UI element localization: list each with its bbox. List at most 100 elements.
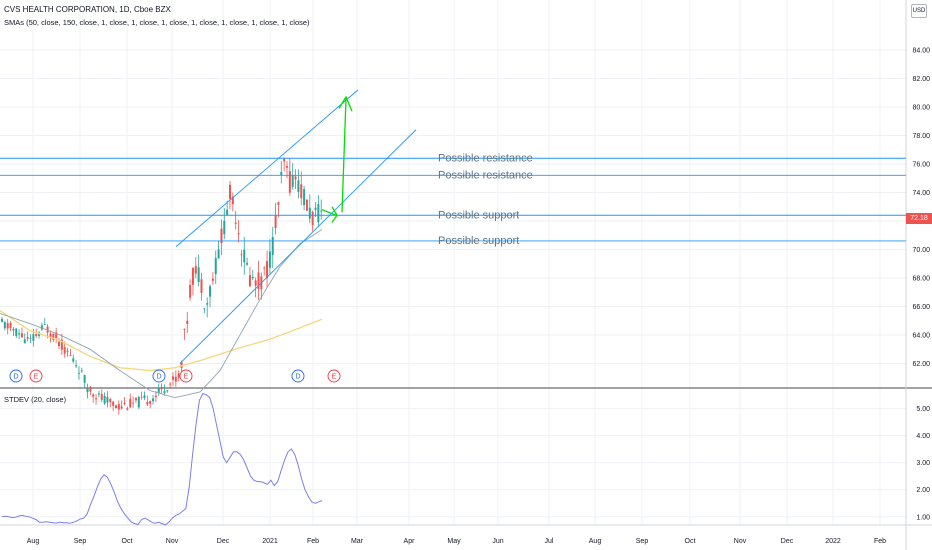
candle-body [95, 398, 98, 400]
sma-150-line [0, 310, 323, 372]
currency-button[interactable]: USD [911, 4, 927, 18]
price-tick-label: 66.00 [912, 304, 930, 311]
candle-body [283, 158, 286, 162]
target-arrow-stem [341, 98, 347, 213]
price-tick-label: 82.00 [912, 76, 930, 83]
event-marker-letter: D [156, 374, 161, 381]
candle-body [297, 180, 300, 192]
candle-body [305, 199, 308, 211]
candle-body [303, 189, 306, 206]
candle-body [83, 375, 86, 383]
stdev-tick-label: 1.00 [916, 514, 930, 521]
candle-body [123, 403, 126, 405]
event-marker-circle [29, 369, 43, 383]
candle-body [20, 333, 23, 338]
candle-body [55, 332, 58, 339]
time-tick-label: Jul [545, 538, 554, 545]
candle-body [134, 397, 137, 401]
candle-body [18, 333, 21, 335]
candle-body [77, 372, 80, 374]
candle-body [220, 228, 223, 244]
candle-body [32, 334, 35, 341]
stdev-tick-label: 3.00 [916, 460, 930, 467]
candle-body [40, 325, 43, 330]
event-marker-letter: E [184, 374, 189, 381]
channel-upper-line [175, 89, 359, 247]
last-price-tag: 72.18 [906, 212, 932, 224]
candle-body [280, 171, 283, 176]
event-marker-circle [9, 369, 23, 383]
time-tick-label: 2022 [825, 538, 841, 545]
time-tick-label: Jun [492, 538, 503, 545]
sma-50-line [0, 229, 323, 399]
candle-body [103, 396, 106, 404]
candle-body [12, 328, 15, 331]
candle-body [152, 398, 155, 402]
candle-body [248, 275, 251, 287]
grid [0, 0, 906, 525]
candle-body [177, 373, 180, 378]
candle-body [23, 339, 26, 344]
candle-body [115, 405, 117, 409]
candle-body [191, 267, 194, 285]
candle-body [166, 390, 169, 392]
candle-body [86, 387, 89, 393]
candle-body [140, 396, 143, 398]
candle-body [217, 249, 220, 259]
candle-body [271, 237, 274, 256]
candle-body [3, 322, 6, 329]
time-tick-label: Oct [122, 538, 133, 545]
price-tick-label: 74.00 [912, 190, 930, 197]
candle-body [89, 387, 92, 392]
price-tick-label: 70.00 [912, 247, 930, 254]
candle-body [314, 207, 317, 210]
candle-body [6, 323, 9, 329]
price-tick-label: 76.00 [912, 161, 930, 168]
candle-body [66, 350, 69, 352]
event-marker-letter: E [34, 374, 39, 381]
dividend-marker-icon: D [9, 369, 23, 383]
stdev-line [1, 392, 323, 526]
candle-body [146, 401, 149, 405]
candle-body [234, 222, 237, 224]
time-tick-label: Nov [734, 538, 747, 545]
candle-body [308, 207, 311, 219]
candle-body [49, 333, 52, 337]
time-tick-label: Feb [307, 538, 319, 545]
candle-body [112, 401, 115, 406]
candle-body [174, 376, 177, 382]
candle-body [9, 323, 12, 329]
candle-body [15, 328, 18, 336]
dividend-marker-icon: D [291, 369, 305, 383]
candle-body [109, 399, 112, 403]
event-marker-circle [152, 369, 166, 383]
candle-body [52, 333, 55, 340]
candle-body [43, 324, 46, 325]
event-marker-circle [179, 369, 193, 383]
candle-body [203, 308, 206, 310]
candle-body [169, 383, 172, 385]
candle-body [214, 257, 217, 275]
candle-body [231, 196, 234, 205]
time-tick-label: Mar [351, 538, 364, 545]
candle-body [246, 262, 249, 265]
candle-body [257, 272, 260, 290]
sma-legend: SMAs (50, close, 150, close, 1, close, 1… [4, 18, 310, 27]
candle-body [240, 254, 243, 256]
level-label: Possible support [438, 209, 519, 221]
candle-body [149, 401, 152, 404]
candle-body [137, 397, 140, 408]
candle-body [268, 251, 271, 268]
candle-body [160, 387, 163, 390]
time-tick-label: Aug [589, 538, 602, 545]
candle-body [75, 365, 78, 367]
candle-body [311, 211, 314, 226]
candle-body [154, 395, 157, 398]
candle-body [63, 347, 66, 354]
candle-body [69, 355, 72, 357]
candle-body [180, 361, 183, 369]
candle-body [60, 339, 63, 350]
event-marker-circle [327, 369, 341, 383]
dividend-marker-icon: D [152, 369, 166, 383]
